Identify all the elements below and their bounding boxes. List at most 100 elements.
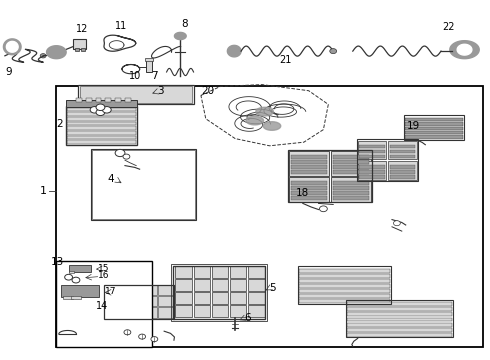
Circle shape [151,337,158,342]
Bar [291,196,327,200]
Bar [107,307,122,318]
Circle shape [123,154,130,159]
Bar [291,181,327,185]
Polygon shape [47,46,66,59]
Text: 9: 9 [5,67,12,77]
Bar [56,86,483,347]
Circle shape [65,274,73,280]
Text: 3: 3 [157,86,164,96]
Bar [347,302,452,306]
Bar [230,292,246,304]
Bar [107,285,122,295]
Bar [347,307,452,311]
Bar [175,279,192,291]
Bar [194,279,210,291]
Bar [388,161,416,180]
Bar [388,141,416,159]
Polygon shape [3,39,21,55]
Bar [248,266,265,278]
Bar [125,98,131,102]
Bar [333,160,369,164]
Bar [405,131,463,134]
Bar [347,323,452,327]
Bar [291,165,327,169]
Bar [91,149,196,220]
Bar [69,265,91,272]
Bar [390,145,415,148]
Bar [333,196,369,200]
Bar [291,160,327,164]
Text: 22: 22 [442,22,455,32]
Bar [67,117,136,121]
Bar [299,279,390,283]
Bar [194,266,210,278]
Bar [390,170,415,174]
Polygon shape [256,107,273,116]
Bar [230,266,246,278]
Bar [299,269,390,273]
Bar [76,98,82,102]
Bar [63,296,73,299]
Bar [289,177,329,202]
Bar [299,294,390,298]
Bar [173,266,265,319]
Bar [404,115,464,140]
Bar [141,296,157,306]
Bar [405,122,463,126]
Bar [299,274,390,278]
Polygon shape [227,45,241,57]
Text: 21: 21 [279,55,292,66]
Bar [331,151,371,176]
Bar [75,48,79,51]
Bar [67,136,136,139]
Bar [212,266,228,278]
Text: 18: 18 [296,188,310,198]
Bar [104,285,174,319]
Text: 8: 8 [181,19,188,30]
Bar [248,305,265,317]
Bar [105,98,111,102]
Text: 12: 12 [76,24,89,34]
Bar [56,261,152,347]
Bar [78,85,194,104]
Bar [86,98,92,102]
Bar [67,112,136,116]
Bar [124,285,140,295]
Bar [390,155,415,158]
Bar [347,328,452,332]
Bar [146,60,152,72]
Bar [333,191,369,195]
Bar [124,296,140,306]
Bar [171,264,267,321]
Polygon shape [263,122,281,130]
Bar [359,175,385,179]
Bar [61,285,99,297]
Bar [405,127,463,130]
Text: 10: 10 [128,71,141,81]
Text: 7: 7 [151,71,158,81]
Polygon shape [457,44,472,55]
Text: 5: 5 [269,283,276,293]
Bar [359,170,385,174]
Bar [115,98,121,102]
Bar [71,296,81,299]
Bar [212,292,228,304]
Circle shape [139,334,146,339]
Bar [66,100,137,107]
Circle shape [40,54,46,58]
Text: 14: 14 [96,301,108,311]
Bar [67,122,136,125]
Circle shape [330,49,337,54]
Circle shape [96,104,105,111]
Bar [299,289,390,293]
Bar [347,333,452,337]
Bar [158,285,174,295]
Bar [175,305,192,317]
Bar [80,86,192,103]
Circle shape [90,107,99,113]
Circle shape [72,277,80,283]
Bar [359,145,385,148]
Polygon shape [174,32,186,40]
Polygon shape [450,41,479,59]
Bar [358,141,386,159]
